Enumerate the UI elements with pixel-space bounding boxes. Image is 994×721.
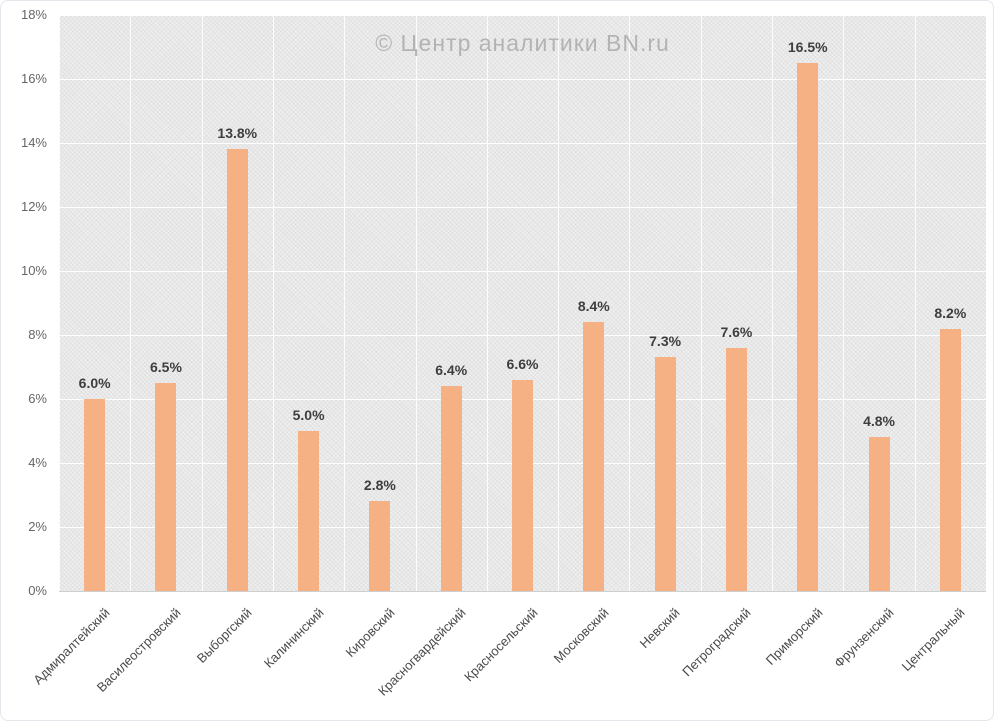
x-category-label: Приморский	[762, 605, 826, 668]
bar-value-label: 16.5%	[787, 39, 828, 55]
v-gridline	[487, 15, 488, 591]
x-category-label: Кировский	[342, 605, 398, 660]
bar-value-label: 6.5%	[149, 359, 182, 375]
v-gridline	[344, 15, 345, 591]
v-gridline	[130, 15, 131, 591]
bar-value-label: 7.3%	[649, 333, 682, 350]
bar	[298, 431, 320, 591]
bar-value-label: 6.6%	[506, 355, 539, 372]
bar	[512, 379, 533, 591]
h-gridline	[59, 15, 986, 16]
h-gridline	[59, 207, 986, 208]
y-tick-label: 12%	[20, 199, 47, 214]
x-category-label: Московский	[550, 605, 612, 666]
bar-value-label: 8.2%	[934, 304, 967, 321]
y-tick-label: 10%	[20, 263, 47, 278]
v-gridline	[772, 15, 773, 591]
x-category-label: Невский	[636, 605, 683, 652]
bar	[583, 322, 605, 591]
y-tick-label: 6%	[28, 391, 47, 406]
h-gridline	[59, 79, 986, 80]
x-category-label: Адмиралтейский	[29, 605, 113, 688]
bar	[939, 328, 961, 591]
h-gridline	[59, 143, 986, 144]
v-gridline	[986, 15, 987, 591]
v-gridline	[416, 15, 417, 591]
x-category-label: Центральный	[898, 605, 968, 675]
v-gridline	[59, 15, 60, 591]
v-gridline	[202, 15, 203, 591]
v-gridline	[273, 15, 274, 591]
h-gridline	[59, 271, 986, 272]
bar	[155, 383, 177, 591]
bar-value-label: 5.0%	[292, 407, 325, 423]
bar-value-label: 13.8%	[217, 125, 258, 142]
y-tick-label: 2%	[28, 519, 47, 534]
v-gridline	[701, 15, 702, 591]
h-gridline	[59, 335, 986, 336]
bar	[654, 357, 676, 591]
x-category-label: Выборгский	[193, 605, 255, 666]
v-gridline	[558, 15, 559, 591]
y-tick-label: 16%	[20, 71, 47, 86]
bar	[226, 149, 248, 591]
v-gridline	[843, 15, 844, 591]
bar	[868, 437, 890, 591]
x-category-label: Фрунзенский	[831, 605, 897, 671]
plot-area	[59, 15, 987, 591]
bar-value-label: 7.6%	[720, 323, 753, 340]
y-tick-label: 18%	[20, 7, 47, 22]
bar	[369, 501, 391, 591]
bar	[725, 347, 747, 591]
bar-value-label: 6.4%	[435, 362, 468, 379]
bar-value-label: 6.0%	[78, 375, 111, 391]
x-category-label: Красносельский	[460, 605, 541, 685]
bar-value-label: 8.4%	[577, 298, 610, 315]
bar	[797, 63, 819, 591]
v-gridline	[629, 15, 630, 591]
bar	[84, 399, 106, 591]
bar-value-label: 2.8%	[363, 477, 396, 494]
y-tick-label: 4%	[28, 455, 47, 470]
x-category-label: Калининский	[260, 605, 327, 671]
y-tick-label: 0%	[28, 583, 47, 598]
bar-value-label: 4.8%	[863, 413, 895, 430]
y-tick-label: 8%	[28, 327, 47, 342]
x-axis-line	[59, 591, 986, 592]
bar	[440, 386, 462, 591]
x-category-label: Петроградский	[679, 605, 755, 680]
y-tick-label: 14%	[20, 135, 47, 150]
v-gridline	[915, 15, 916, 591]
